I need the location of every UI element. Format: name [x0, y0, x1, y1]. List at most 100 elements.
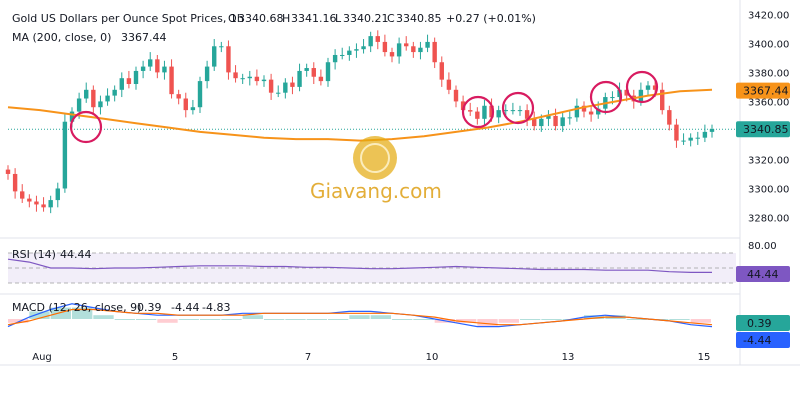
candle-body: [76, 98, 82, 112]
o-value: 3340.68: [238, 12, 284, 25]
candle-body: [460, 101, 466, 111]
highlight-circle: [461, 95, 495, 129]
change-value: +0.27 (+0.01%): [446, 12, 536, 25]
macd-histogram-bar: [200, 319, 221, 320]
candle-body: [268, 79, 274, 93]
candle-body: [681, 140, 686, 142]
candle-body: [12, 173, 18, 192]
y-tick-label: 3380.00: [748, 68, 789, 79]
macd-histogram-bar: [392, 319, 413, 320]
macd-value-3: -4.83: [202, 301, 230, 314]
candle-body: [197, 81, 203, 108]
candle-body: [226, 46, 231, 73]
candle-body: [610, 97, 615, 99]
candle-body: [304, 68, 309, 71]
last-price-badge-text: 3340.85: [743, 123, 789, 136]
candle-body: [596, 108, 601, 115]
candle-body: [389, 52, 395, 57]
macd-histogram-bar: [498, 319, 519, 323]
candle-body: [20, 191, 25, 199]
highlight-circle: [589, 80, 623, 114]
candle-body: [432, 41, 437, 63]
highlight-circle: [625, 70, 659, 104]
rsi-badge-text: 44.44: [747, 268, 779, 281]
candle-body: [27, 198, 32, 202]
candle-body: [546, 115, 551, 119]
candle-body: [638, 89, 644, 102]
candle-body: [624, 89, 629, 96]
candle-body: [510, 110, 516, 112]
rsi-label: RSI (14): [12, 248, 56, 261]
candle-body: [325, 62, 331, 82]
candle-body: [695, 137, 700, 139]
candle-body: [240, 78, 245, 80]
macd-histogram-bar: [456, 319, 477, 323]
macd-histogram-bar: [584, 315, 605, 319]
macd-histogram-bar: [93, 315, 114, 319]
macd-histogram-bar: [669, 319, 690, 320]
rsi-axis-label: 80.00: [748, 241, 777, 252]
candle-body: [446, 79, 452, 90]
macd-histogram-bar: [114, 319, 135, 320]
candle-body: [133, 70, 139, 84]
candle-body: [247, 76, 252, 79]
o-label: O: [228, 12, 237, 25]
candle-body: [148, 59, 153, 67]
candle-body: [62, 121, 68, 189]
candle-body: [418, 47, 423, 53]
c-value: 3340.85: [396, 12, 442, 25]
ma-price-badge: [736, 82, 790, 99]
macd-histogram-bar: [136, 319, 157, 320]
candle-body: [204, 66, 210, 82]
h-value: 3341.16: [291, 12, 337, 25]
x-tick-label: 15: [698, 352, 711, 363]
candle-body: [688, 137, 693, 141]
rsi-badge: [736, 266, 790, 282]
candle-body: [404, 43, 409, 47]
candle-body: [169, 66, 174, 95]
candle-body: [41, 204, 46, 208]
candle-body: [532, 118, 537, 127]
y-tick-label: 3320.00: [748, 155, 789, 166]
candle-body: [119, 78, 124, 90]
candle-body: [5, 169, 11, 174]
candle-body: [560, 117, 565, 127]
candle-body: [212, 46, 217, 67]
ma-price-badge-text: 3367.44: [743, 85, 789, 98]
y-tick-label: 3420.00: [748, 10, 789, 21]
candle-body: [524, 110, 530, 119]
candle-body: [382, 41, 388, 53]
macd-histogram-bar: [541, 319, 562, 320]
candle-body: [340, 54, 345, 56]
l-label: L: [335, 12, 342, 25]
candle-body: [468, 110, 473, 112]
signal-line: [7, 308, 713, 326]
candle-body: [311, 68, 316, 77]
candle-body: [709, 128, 715, 132]
candle-body: [162, 66, 167, 73]
macd-histogram-bar: [264, 319, 285, 320]
macd-label: MACD (12, 26, close, 9): [12, 301, 141, 314]
candle-body: [475, 111, 480, 119]
macd-histogram-bar: [306, 319, 327, 320]
candle-body: [361, 46, 366, 50]
candle-body: [553, 115, 558, 127]
x-tick-label: 10: [426, 352, 439, 363]
highlight-circle: [69, 110, 103, 144]
candle-body: [276, 92, 281, 94]
candle-body: [290, 82, 295, 87]
x-tick-label: Aug: [32, 352, 52, 363]
last-price-badge: [736, 121, 790, 138]
candle-body: [126, 78, 132, 84]
macd-histogram-bar: [520, 319, 541, 320]
candle-body: [567, 117, 572, 119]
candle-body: [69, 111, 75, 122]
macd-histogram-bar: [8, 319, 29, 323]
y-tick-label: 3400.00: [748, 39, 789, 50]
candle-body: [297, 70, 302, 87]
x-tick-label: 5: [172, 352, 178, 363]
macd-histogram-bar: [370, 315, 391, 319]
watermark-logo-icon: [353, 136, 397, 180]
candle-body: [55, 188, 60, 201]
